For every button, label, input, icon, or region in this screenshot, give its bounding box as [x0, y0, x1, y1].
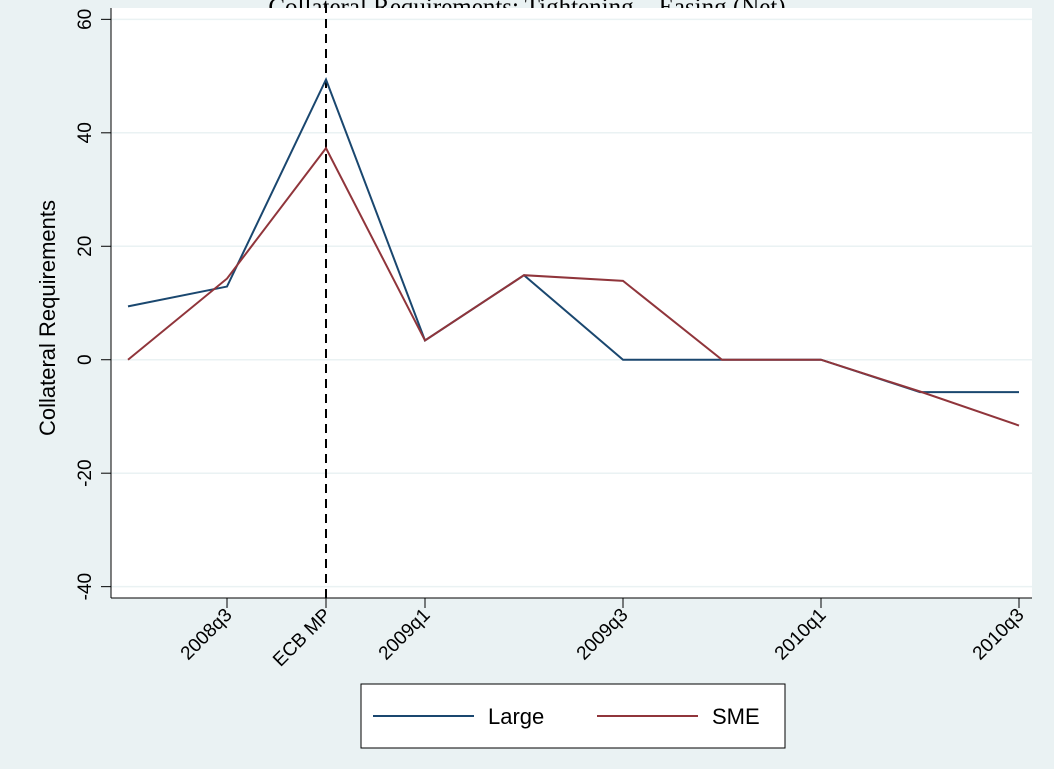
y-axis-label: Collateral Requirements [35, 200, 60, 436]
axes-layer [101, 8, 1032, 608]
x-tick-label: 2008q3 [177, 605, 237, 665]
x-tick-label: 2009q3 [573, 605, 633, 665]
y-tick-label: 40 [75, 122, 96, 143]
x-tick-label: 2009q1 [375, 605, 435, 665]
y-tick-label: -20 [75, 459, 96, 486]
x-tick-label: ECB MP [269, 605, 335, 671]
legend: Large SME [360, 683, 786, 749]
x-tick-label: 2010q1 [771, 605, 831, 665]
y-tick-label: 0 [75, 354, 96, 365]
series-layer [127, 76, 1020, 427]
y-tick-label: 60 [75, 9, 96, 30]
grid-layer [111, 18, 1032, 588]
y-tick-label: -40 [75, 573, 96, 600]
y-tick-label: 20 [75, 236, 96, 257]
x-tick-label: 2010q3 [969, 605, 1029, 665]
legend-entries: Large SME [373, 704, 760, 729]
series-line-sme [127, 146, 1020, 427]
legend-label-sme: SME [712, 704, 760, 729]
legend-label-large: Large [488, 704, 544, 729]
plot-area [111, 8, 1032, 598]
